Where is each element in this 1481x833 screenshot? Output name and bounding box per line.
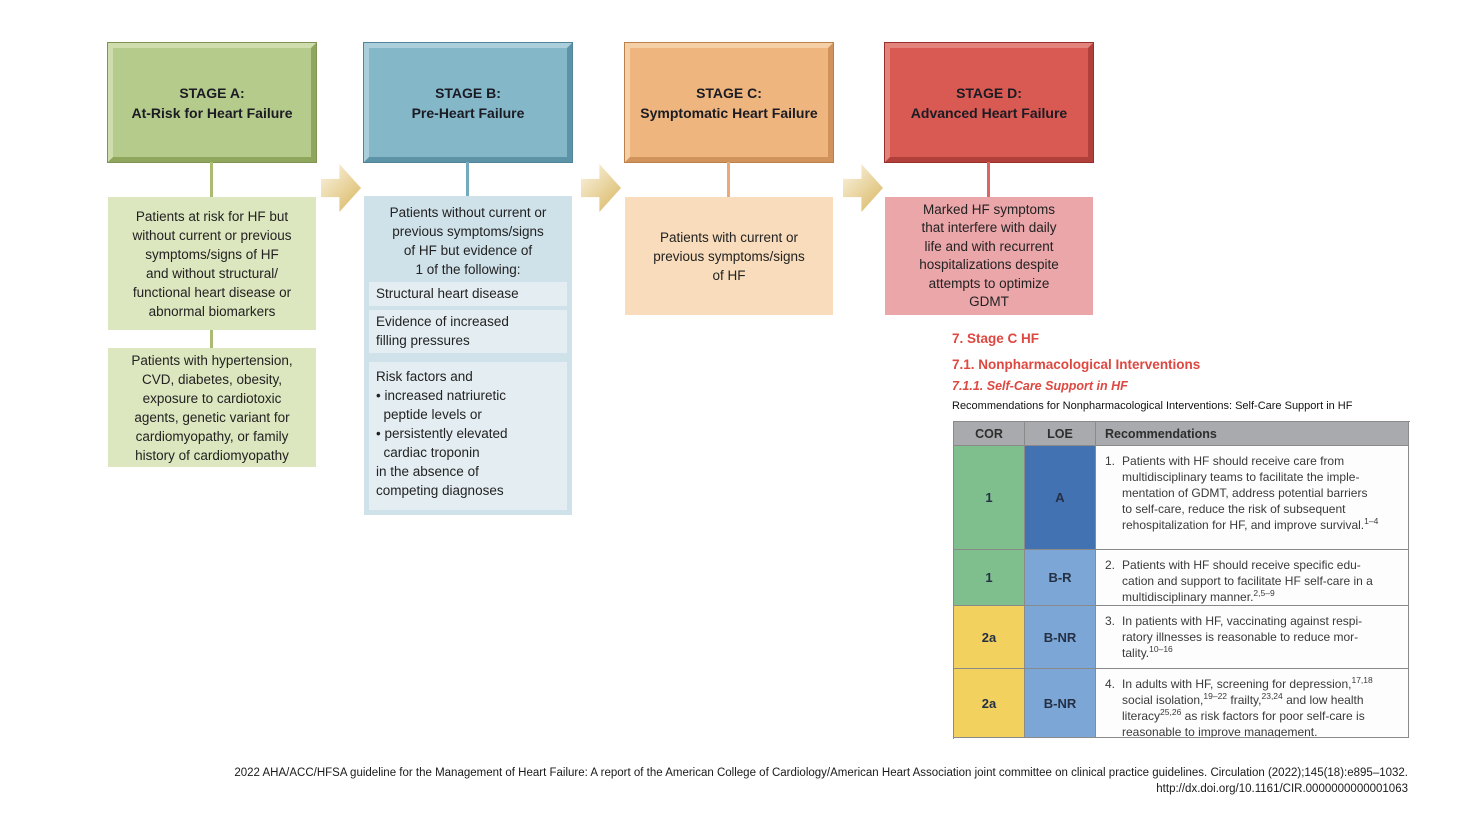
recommendation-cell-row3: 3. In patients with HF, vaccinating agai… — [1096, 606, 1409, 669]
stage-b-criterion-filling-pressures: Evidence of increased filling pressures — [369, 310, 567, 353]
recommendation-text: Patients with HF should receive care fro… — [1122, 454, 1379, 532]
stage-b-intro-text: Patients without current or previous sym… — [389, 205, 547, 277]
recommendation-number: 3. — [1105, 614, 1116, 628]
loe-cell-row3: B-NR — [1025, 606, 1096, 669]
loe-cell-row2: B-R — [1025, 550, 1096, 606]
citation-footer: 2022 AHA/ACC/HFSA guideline for the Mana… — [75, 766, 1408, 797]
stage-b-description-box: Patients without current or previous sym… — [364, 196, 572, 515]
citation-line-2: http://dx.doi.org/10.1161/CIR.0000000000… — [1156, 782, 1408, 795]
recommendation-number: 2. — [1105, 558, 1116, 572]
section-heading-stage-c-hf: 7. Stage C HF — [952, 331, 1040, 346]
section-heading-self-care: 7.1.1. Self-Care Support in HF — [952, 379, 1128, 393]
stage-a-header-box: STAGE A: At-Risk for Heart Failure — [107, 42, 317, 163]
cor-cell-row4: 2a — [954, 669, 1025, 738]
stage-b-header-box: STAGE B: Pre-Heart Failure — [363, 42, 573, 163]
recommendation-number: 1. — [1105, 454, 1116, 468]
cor-cell-row3: 2a — [954, 606, 1025, 669]
stage-a-description-box: Patients at risk for HF but without curr… — [108, 197, 316, 330]
cor-cell-row1: 1 — [954, 446, 1025, 550]
stage-b-criterion-risk-factors: Risk factors and • increased natriuretic… — [369, 362, 567, 510]
stage-d-description-box: Marked HF symptoms that interfere with d… — [885, 197, 1093, 315]
citation-line-1: 2022 AHA/ACC/HFSA guideline for the Mana… — [234, 767, 1408, 779]
recommendations-table: COR LOE Recommendations 1 A 1. Patients … — [953, 421, 1410, 739]
table-header-recommendations: Recommendations — [1096, 422, 1409, 446]
stage-a-connector-line-2 — [210, 330, 213, 348]
stage-d-connector-line — [987, 162, 990, 197]
loe-cell-row4: B-NR — [1025, 669, 1096, 738]
arrow-icon-c-to-d — [843, 164, 883, 212]
cor-cell-row2: 1 — [954, 550, 1025, 606]
arrow-icon-b-to-c — [581, 164, 621, 212]
stage-c-connector-line — [727, 162, 730, 197]
recommendation-text: In patients with HF, vaccinating against… — [1122, 614, 1363, 660]
stage-c-description-box: Patients with current or previous sympto… — [625, 197, 833, 315]
recommendation-number: 4. — [1105, 677, 1116, 691]
stage-a-connector-line — [210, 162, 213, 197]
stage-a-risk-factors-box: Patients with hypertension, CVD, diabete… — [108, 348, 316, 467]
table-header-loe: LOE — [1025, 422, 1096, 446]
recommendation-cell-row1: 1. Patients with HF should receive care … — [1096, 446, 1409, 550]
stage-b-connector-line — [466, 162, 469, 196]
table-caption: Recommendations for Nonpharmacological I… — [952, 400, 1353, 412]
stage-c-header-box: STAGE C: Symptomatic Heart Failure — [624, 42, 834, 163]
recommendation-cell-row2: 2. Patients with HF should receive speci… — [1096, 550, 1409, 606]
section-heading-nonpharmacological: 7.1. Nonpharmacological Interventions — [952, 357, 1201, 372]
stage-b-criterion-structural: Structural heart disease — [369, 282, 567, 306]
recommendation-text: In adults with HF, screening for depress… — [1122, 675, 1373, 738]
loe-cell-row1: A — [1025, 446, 1096, 550]
arrow-icon-a-to-b — [321, 164, 361, 212]
recommendation-text: Patients with HF should receive specific… — [1122, 558, 1373, 604]
recommendation-cell-row4: 4. In adults with HF, screening for depr… — [1096, 669, 1409, 738]
stage-d-header-box: STAGE D: Advanced Heart Failure — [884, 42, 1094, 163]
table-header-cor: COR — [954, 422, 1025, 446]
